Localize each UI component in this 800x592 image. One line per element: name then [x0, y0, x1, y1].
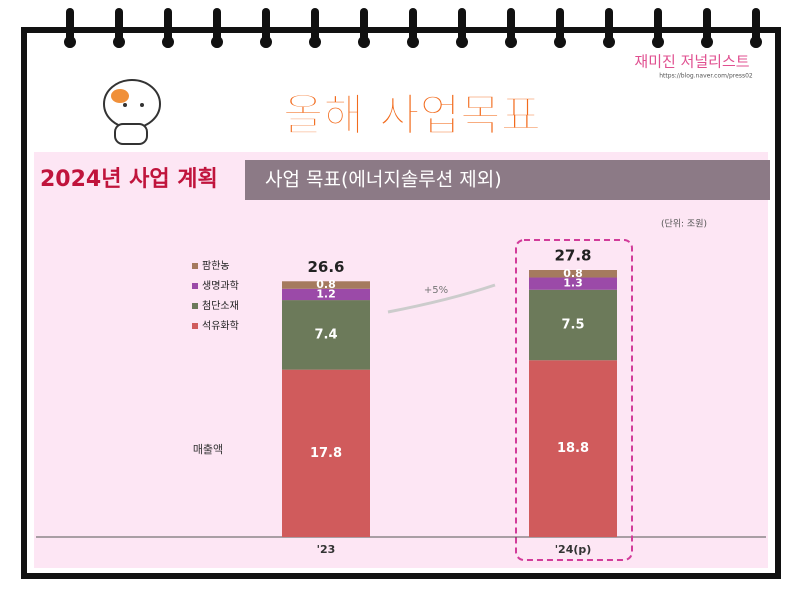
- watermark-url: https://blog.naver.com/press02: [659, 73, 753, 80]
- ring-hole: [211, 36, 223, 48]
- ring-hole: [603, 36, 615, 48]
- highlight-box: [515, 239, 633, 561]
- chart-title: 사업 목표(에너지솔루션 제외): [265, 169, 502, 191]
- bar-segment: [282, 369, 370, 537]
- value-label: 7.5: [561, 317, 584, 332]
- ring-hole: [652, 36, 664, 48]
- x-tick-label: '23: [317, 543, 336, 556]
- legend-label: 팜한농: [202, 260, 230, 272]
- bar-segment: [282, 288, 370, 301]
- value-label: 1.3: [563, 277, 583, 290]
- annotation: +5%: [424, 285, 448, 296]
- mascot: [103, 79, 161, 145]
- ring-hole: [701, 36, 713, 48]
- ring-hole: [407, 36, 419, 48]
- bar-segment: [282, 281, 370, 289]
- ring-hole: [750, 36, 762, 48]
- ring-hole: [64, 36, 76, 48]
- total-label: 27.8: [554, 247, 591, 265]
- ring-hole: [505, 36, 517, 48]
- title-band: [245, 160, 770, 200]
- legend-label: 생명과학: [202, 280, 239, 292]
- ring-hole: [113, 36, 125, 48]
- legend-swatch: [192, 283, 198, 289]
- legend-swatch: [192, 263, 198, 269]
- y-label: 매출액: [193, 443, 223, 456]
- bar-segment: [529, 270, 617, 278]
- value-label: 1.2: [316, 287, 336, 300]
- ring-hole: [456, 36, 468, 48]
- legend-label: 첨단소재: [202, 300, 239, 312]
- legend-swatch: [192, 323, 198, 329]
- legend-label: 석유화학: [202, 320, 239, 332]
- unit-note: (단위: 조원): [661, 219, 707, 230]
- watermark: 재미진 저널리스트: [634, 53, 749, 71]
- binder-rings: [64, 8, 762, 48]
- value-label: 0.8: [316, 278, 336, 291]
- ring-hole: [260, 36, 272, 48]
- growth-arrow: [387, 283, 496, 314]
- value-label: 18.8: [557, 441, 589, 456]
- total-label: 26.6: [307, 258, 344, 276]
- value-label: 0.8: [563, 267, 583, 280]
- ring-hole: [162, 36, 174, 48]
- value-label: 17.8: [310, 446, 342, 461]
- banner: 올해 사업목표: [283, 90, 541, 141]
- value-label: 7.4: [314, 327, 337, 342]
- bar-segment: [529, 289, 617, 361]
- x-tick-label: '24(p): [555, 543, 592, 556]
- panel: [34, 152, 768, 568]
- ring-hole: [554, 36, 566, 48]
- heading: 2024년 사업 계획: [40, 167, 218, 192]
- bar-segment: [282, 300, 370, 370]
- legend-swatch: [192, 303, 198, 309]
- ring-hole: [309, 36, 321, 48]
- bar-segment: [529, 360, 617, 537]
- ring-hole: [358, 36, 370, 48]
- bar-segment: [529, 277, 617, 290]
